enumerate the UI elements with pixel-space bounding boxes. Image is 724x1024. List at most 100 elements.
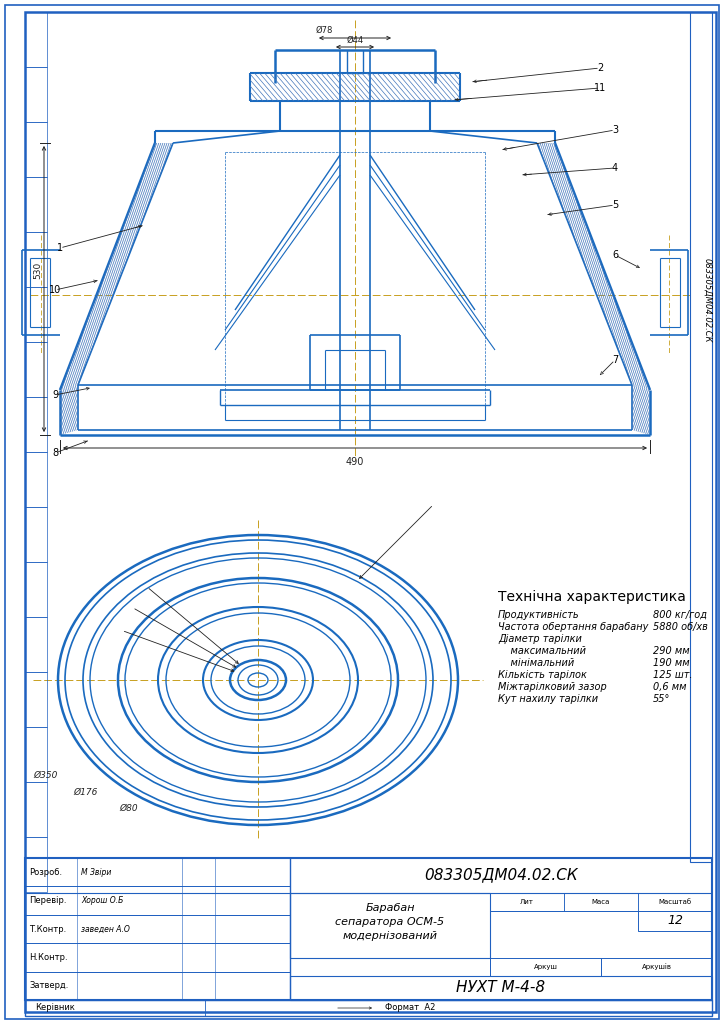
- Text: Продуктивність: Продуктивність: [498, 610, 580, 620]
- Bar: [215, 858, 290, 887]
- Text: Ø350: Ø350: [33, 770, 58, 779]
- Bar: [290, 976, 712, 1000]
- Bar: [490, 893, 564, 911]
- Text: 530: 530: [33, 261, 42, 279]
- Bar: [25, 782, 47, 837]
- Text: Міжтарілковий зазор: Міжтарілковий зазор: [498, 682, 607, 692]
- Text: 9: 9: [52, 390, 58, 400]
- Text: 083305ДМ04.02.СК: 083305ДМ04.02.СК: [702, 258, 712, 342]
- Bar: [77, 887, 182, 914]
- Text: Аркушів: Аркушів: [641, 964, 671, 971]
- Bar: [215, 914, 290, 943]
- Bar: [25, 837, 47, 892]
- Text: Діаметр тарілки: Діаметр тарілки: [498, 634, 582, 644]
- Text: Масштаб: Масштаб: [658, 899, 691, 905]
- Bar: [25, 232, 47, 287]
- Text: Кут нахилу тарілки: Кут нахилу тарілки: [498, 694, 598, 705]
- Bar: [25, 943, 290, 972]
- Text: Затверд.: Затверд.: [29, 981, 68, 990]
- Text: Барабан: Барабан: [365, 903, 415, 913]
- Text: 11: 11: [594, 83, 606, 93]
- Bar: [601, 958, 712, 976]
- Bar: [25, 887, 290, 914]
- Text: модернізований: модернізований: [342, 931, 437, 941]
- Bar: [638, 893, 712, 911]
- Bar: [77, 943, 182, 972]
- Bar: [290, 958, 490, 976]
- Bar: [490, 958, 601, 976]
- Text: 4: 4: [612, 163, 618, 173]
- Text: Ø44: Ø44: [347, 36, 363, 45]
- Text: максимальний: максимальний: [498, 646, 586, 656]
- Bar: [77, 858, 182, 887]
- Bar: [25, 914, 290, 943]
- Text: 7: 7: [612, 355, 618, 365]
- Bar: [25, 507, 47, 562]
- Text: 12: 12: [667, 914, 683, 928]
- Text: 290 мм: 290 мм: [653, 646, 690, 656]
- Bar: [25, 397, 47, 452]
- Text: 6: 6: [612, 250, 618, 260]
- Text: мінімальний: мінімальний: [498, 658, 574, 668]
- Bar: [25, 122, 47, 177]
- Text: Керівник: Керівник: [35, 1004, 75, 1013]
- Text: 55°: 55°: [653, 694, 670, 705]
- Text: 1: 1: [57, 243, 63, 253]
- Text: Маса: Маса: [592, 899, 610, 905]
- Bar: [25, 12, 47, 67]
- Bar: [25, 177, 47, 232]
- Text: Технічна характеристика: Технічна характеристика: [498, 590, 686, 604]
- Bar: [25, 672, 47, 727]
- Bar: [25, 1000, 712, 1016]
- Text: 0,6 мм: 0,6 мм: [653, 682, 686, 692]
- Text: Розроб.: Розроб.: [29, 867, 62, 877]
- Text: 800 кг/год: 800 кг/год: [653, 610, 707, 620]
- Bar: [290, 893, 490, 958]
- Text: Формат  А2: Формат А2: [385, 1004, 435, 1013]
- Bar: [25, 562, 47, 617]
- Text: Аркуш: Аркуш: [534, 964, 557, 970]
- Text: Кількість тарілок: Кількість тарілок: [498, 670, 587, 680]
- Bar: [25, 727, 47, 782]
- Bar: [490, 893, 712, 911]
- Bar: [25, 858, 290, 887]
- Text: 5880 об/хв: 5880 об/хв: [653, 622, 708, 632]
- Text: Частота обертання барабану: Частота обертання барабану: [498, 622, 649, 632]
- Bar: [690, 12, 712, 862]
- Text: 10: 10: [49, 285, 61, 295]
- Text: 125 шт.: 125 шт.: [653, 670, 692, 680]
- Text: 190 мм: 190 мм: [653, 658, 690, 668]
- Text: заведен А.О: заведен А.О: [81, 925, 130, 934]
- Bar: [564, 893, 638, 911]
- Text: 2: 2: [597, 63, 603, 73]
- Bar: [25, 617, 47, 672]
- Bar: [215, 972, 290, 1000]
- Bar: [25, 342, 47, 397]
- Text: Н.Контр.: Н.Контр.: [29, 953, 67, 962]
- Bar: [215, 943, 290, 972]
- Text: Лит: Лит: [520, 899, 534, 905]
- Bar: [25, 858, 712, 1000]
- Text: 3: 3: [612, 125, 618, 135]
- Text: 8: 8: [52, 449, 58, 458]
- Text: Ø80: Ø80: [119, 804, 138, 812]
- Bar: [25, 452, 47, 507]
- Text: Т.Контр.: Т.Контр.: [29, 925, 67, 934]
- Text: НУХТ М-4-8: НУХТ М-4-8: [456, 981, 546, 995]
- Bar: [25, 972, 290, 1000]
- Text: 490: 490: [346, 457, 364, 467]
- Text: 083305ДМ04.02.СК: 083305ДМ04.02.СК: [424, 867, 578, 883]
- Text: 5: 5: [612, 200, 618, 210]
- Bar: [77, 972, 182, 1000]
- Bar: [25, 67, 47, 122]
- Text: Ø78: Ø78: [316, 26, 333, 35]
- Bar: [25, 287, 47, 342]
- Bar: [638, 911, 712, 931]
- Text: М Звіри: М Звіри: [81, 867, 111, 877]
- Bar: [77, 914, 182, 943]
- Bar: [215, 887, 290, 914]
- Text: сепаратора ОСМ-5: сепаратора ОСМ-5: [335, 918, 445, 927]
- Text: Перевір.: Перевір.: [29, 896, 67, 905]
- Text: Ø176: Ø176: [74, 787, 98, 797]
- Text: Хорош О.Б: Хорош О.Б: [81, 896, 123, 905]
